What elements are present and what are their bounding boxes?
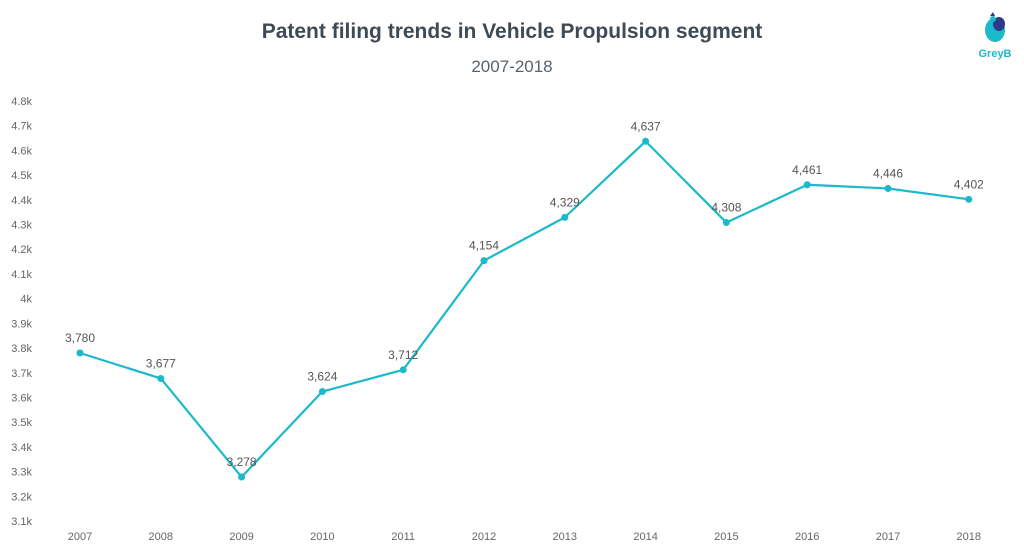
y-tick-label: 4.3k <box>11 220 32 232</box>
data-label: 3,278 <box>227 455 257 469</box>
data-point <box>722 219 730 227</box>
x-tick-label: 2007 <box>68 531 92 543</box>
x-tick-label: 2016 <box>795 531 819 543</box>
x-tick-label: 2014 <box>633 531 657 543</box>
y-tick-label: 3.2k <box>11 491 32 503</box>
data-point <box>884 184 892 192</box>
data-point <box>561 213 569 221</box>
y-tick-label: 4.1k <box>11 269 32 281</box>
data-label: 4,308 <box>711 201 741 215</box>
y-tick-label: 4.7k <box>11 121 32 133</box>
x-tick-label: 2015 <box>714 531 738 543</box>
y-tick-label: 4.5k <box>11 170 32 182</box>
greyb-bird-icon <box>985 12 1005 42</box>
data-label: 3,677 <box>146 356 176 370</box>
data-label: 3,780 <box>65 331 95 345</box>
y-tick-label: 3.6k <box>11 392 32 404</box>
x-tick-label: 2017 <box>876 531 900 543</box>
data-label: 4,446 <box>873 166 903 180</box>
y-tick-label: 4.4k <box>11 195 32 207</box>
y-tick-label: 3.5k <box>11 417 32 429</box>
chart-title: Patent filing trends in Vehicle Propulsi… <box>261 20 763 43</box>
data-point <box>803 181 811 189</box>
greyb-logo: GreyB <box>972 10 1018 66</box>
y-tick-label: 4.8k <box>11 96 32 108</box>
data-point <box>399 366 407 374</box>
chart-subtitle: 2007-2018 <box>471 57 553 76</box>
data-point <box>318 388 326 396</box>
data-label: 4,154 <box>469 239 499 253</box>
x-tick-label: 2009 <box>229 531 253 543</box>
data-point <box>238 473 246 481</box>
x-tick-label: 2013 <box>553 531 577 543</box>
data-point <box>480 257 488 265</box>
y-tick-label: 4k <box>20 294 32 306</box>
data-label: 4,402 <box>954 177 984 191</box>
y-tick-label: 3.3k <box>11 467 32 479</box>
x-tick-label: 2011 <box>391 531 415 543</box>
data-point <box>642 137 650 145</box>
y-tick-label: 3.9k <box>11 318 32 330</box>
y-tick-label: 3.4k <box>11 442 32 454</box>
y-tick-label: 4.6k <box>11 145 32 157</box>
data-label: 4,461 <box>792 163 822 177</box>
y-tick-label: 3.8k <box>11 343 32 355</box>
data-point <box>965 195 973 203</box>
data-label: 4,329 <box>550 195 580 209</box>
data-point <box>76 349 84 357</box>
data-point <box>157 374 165 382</box>
logo-text: GreyB <box>978 48 1012 60</box>
x-tick-label: 2012 <box>472 531 496 543</box>
series-line <box>79 140 969 479</box>
data-label: 4,637 <box>631 119 661 133</box>
x-tick-label: 2010 <box>310 531 334 543</box>
y-tick-label: 3.7k <box>11 368 32 380</box>
data-label: 3,712 <box>388 348 418 362</box>
y-tick-label: 3.1k <box>11 516 32 528</box>
x-tick-label: 2018 <box>957 531 981 543</box>
x-tick-label: 2008 <box>149 531 173 543</box>
data-label: 3,624 <box>307 370 337 384</box>
y-tick-label: 4.2k <box>11 244 32 256</box>
